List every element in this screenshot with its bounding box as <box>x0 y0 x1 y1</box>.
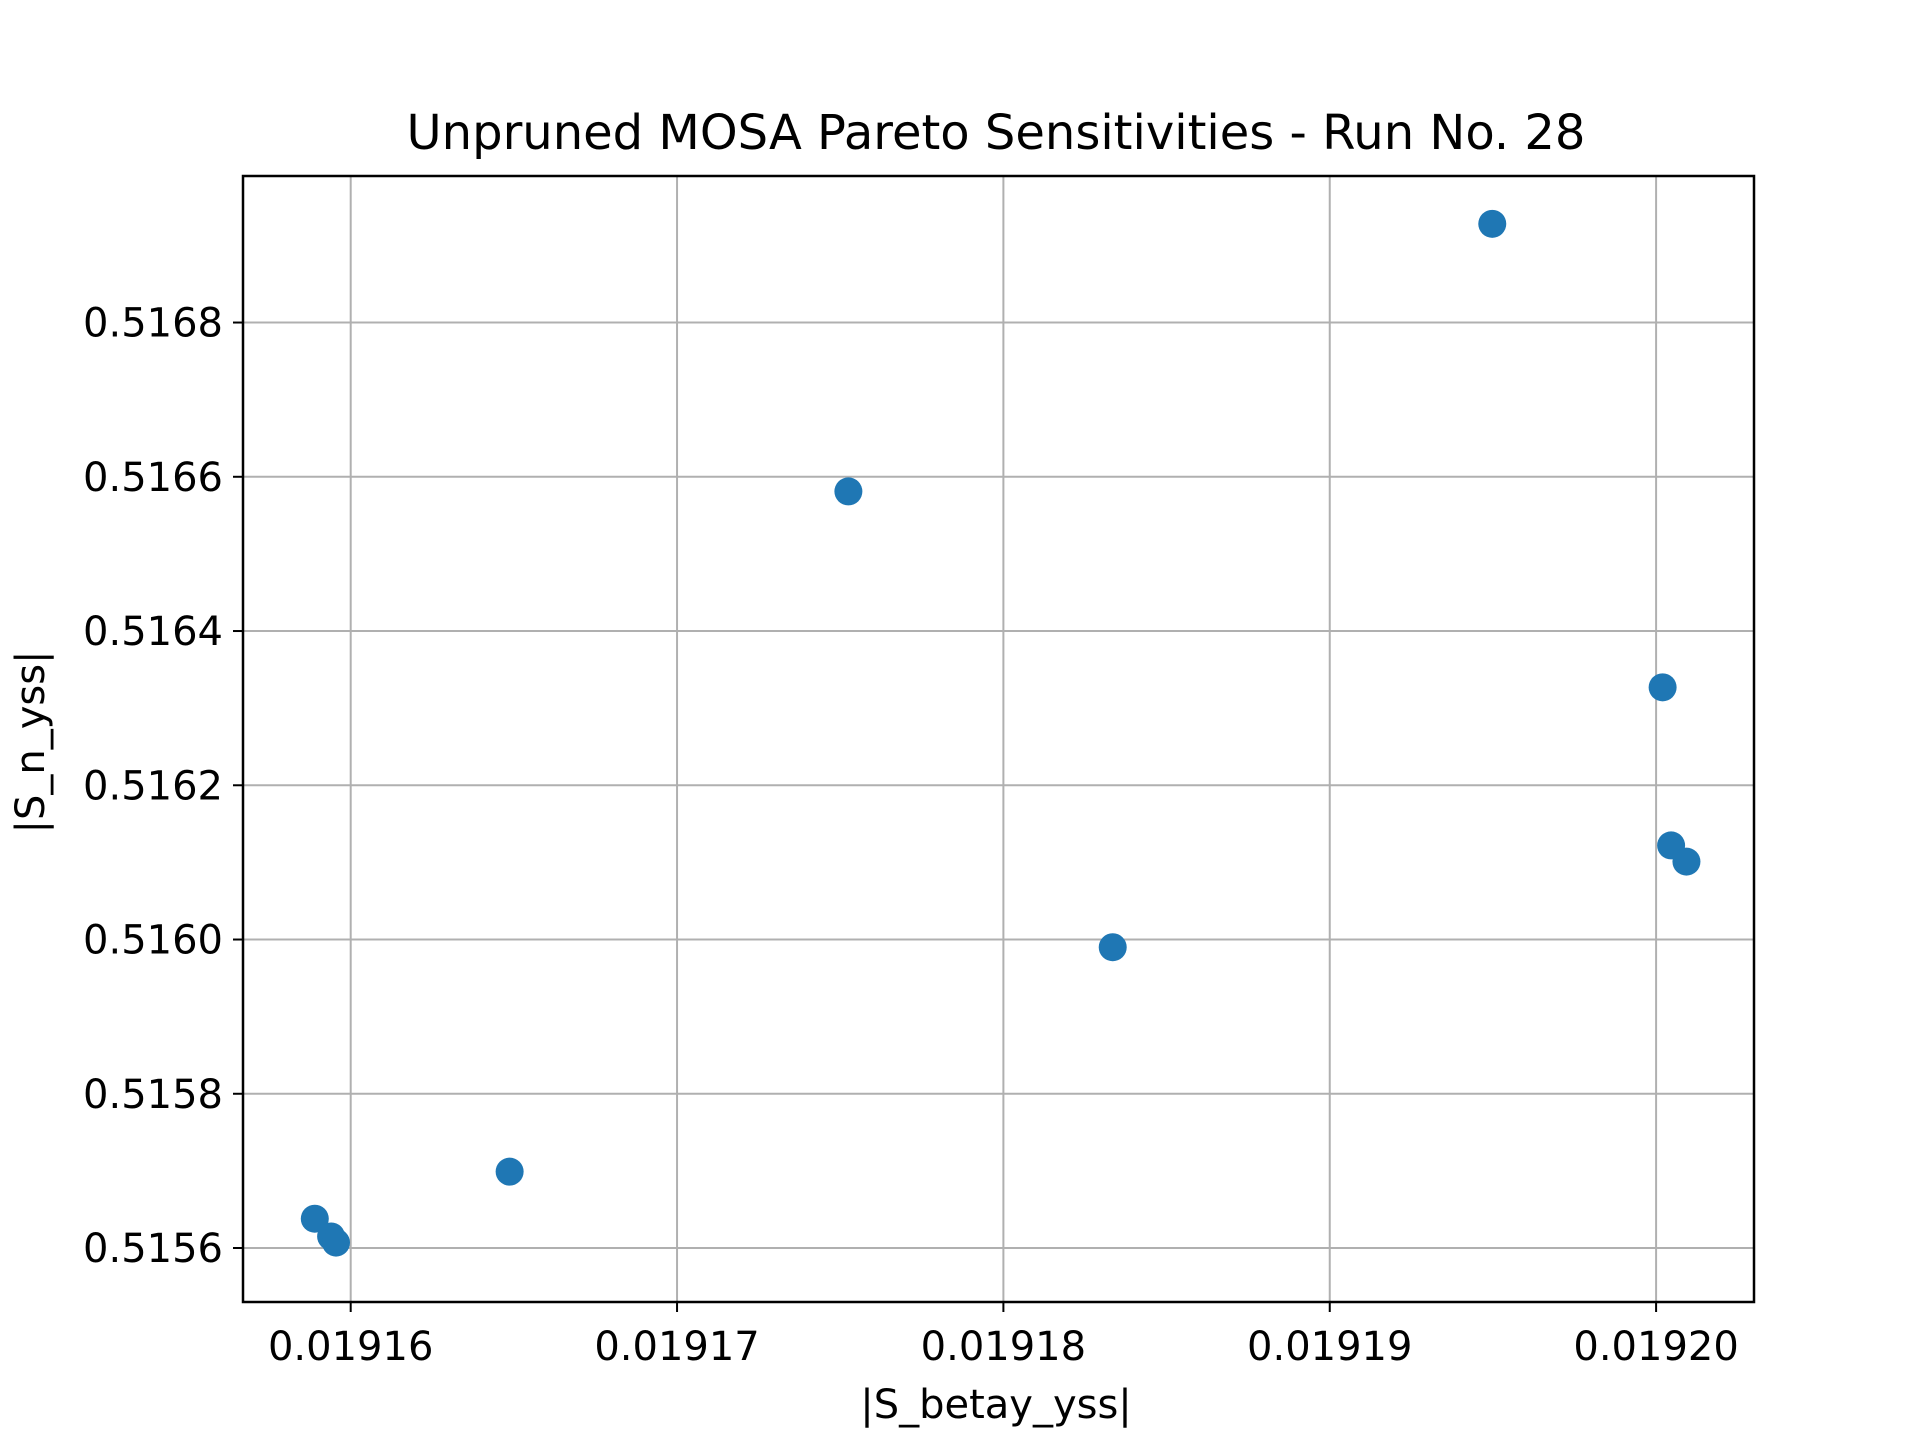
plot-frame <box>241 174 1756 1304</box>
x-axis-label: |S_betay_yss| <box>860 1382 1132 1428</box>
data-point <box>300 1204 329 1233</box>
data-point <box>1648 673 1677 702</box>
x-tick-label: 0.01917 <box>594 1324 759 1370</box>
chart-title: Unpruned MOSA Pareto Sensitivities - Run… <box>407 105 1586 161</box>
data-point <box>1478 209 1507 238</box>
x-tick-label: 0.01919 <box>1247 1324 1412 1370</box>
y-tick-label: 0.5160 <box>83 918 223 964</box>
data-point <box>1098 933 1127 962</box>
data-point <box>495 1157 524 1186</box>
axis-ticks: 0.01916 0.01917 0.01918 0.01919 0.01920 0.515… <box>83 301 1739 1370</box>
y-tick-label: 0.5166 <box>83 455 223 501</box>
data-point <box>834 477 863 506</box>
data-point <box>1672 847 1701 876</box>
x-tick-label: 0.01920 <box>1573 1324 1738 1370</box>
x-tick-label: 0.01918 <box>921 1324 1086 1370</box>
grid-lines <box>243 176 1754 1302</box>
y-tick-label: 0.5158 <box>83 1072 223 1118</box>
y-tick-label: 0.5168 <box>83 301 223 347</box>
y-tick-label: 0.5164 <box>83 609 223 655</box>
data-points <box>300 209 1701 1257</box>
y-tick-label: 0.5162 <box>83 763 223 809</box>
y-axis-label: |S_n_yss| <box>8 650 54 833</box>
x-tick-label: 0.01916 <box>268 1324 433 1370</box>
data-point <box>322 1228 351 1257</box>
y-tick-label: 0.5156 <box>83 1226 223 1272</box>
